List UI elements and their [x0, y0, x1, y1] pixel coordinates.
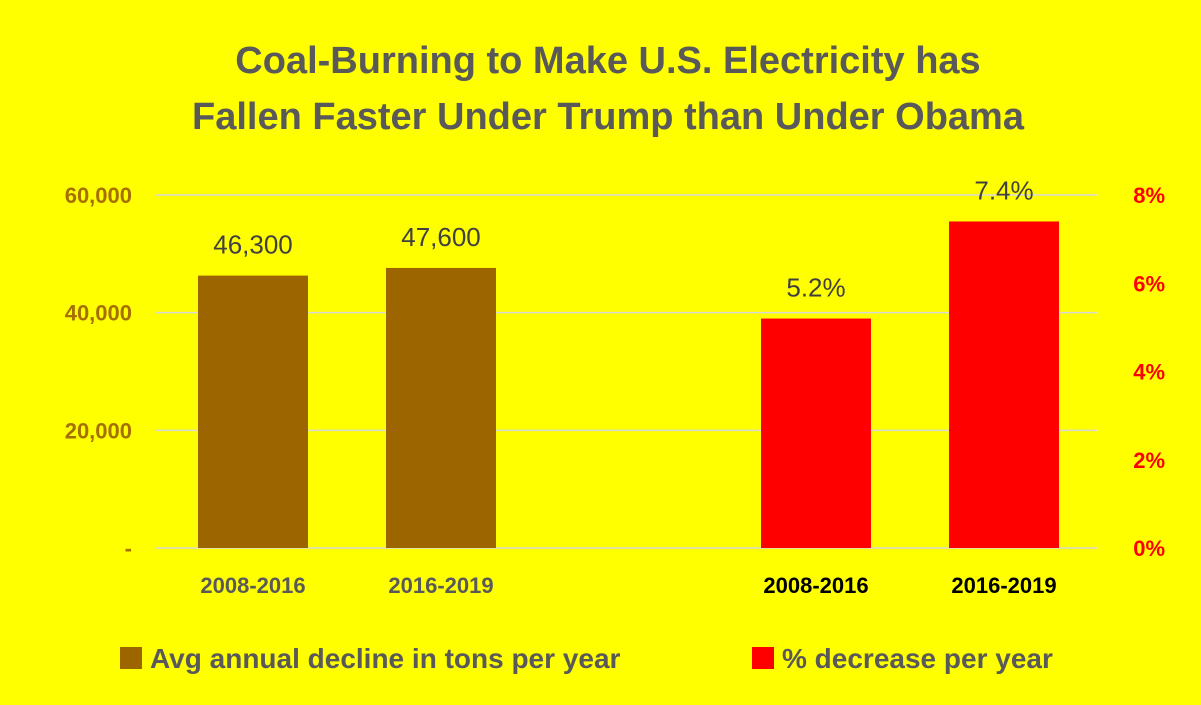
right-axis-tick-label: 0%	[1133, 536, 1165, 561]
data-label: 47,600	[401, 222, 481, 252]
data-label: 46,300	[213, 230, 293, 260]
data-label: 5.2%	[786, 273, 845, 303]
tons-bar-2016-2019	[386, 267, 496, 548]
category-label: 2008-2016	[200, 573, 305, 598]
legend-label: Avg annual decline in tons per year	[150, 643, 621, 674]
category-label: 2016-2019	[951, 573, 1056, 598]
legend-swatch-1	[752, 647, 774, 669]
right-axis-tick-label: 6%	[1133, 271, 1165, 296]
right-axis-tick-label: 4%	[1133, 360, 1165, 385]
left-axis-tick-label: 40,000	[65, 301, 132, 326]
pct-bar-2008-2016	[761, 318, 871, 548]
data-label: 7.4%	[974, 175, 1033, 205]
right-axis-tick-label: 2%	[1133, 448, 1165, 473]
category-label: 2016-2019	[388, 573, 493, 598]
category-label: 2008-2016	[763, 573, 868, 598]
legend-swatch-0	[120, 647, 142, 669]
chart-title-line-1: Coal-Burning to Make U.S. Electricity ha…	[235, 40, 980, 82]
chart-title-line-2: Fallen Faster Under Trump than Under Oba…	[192, 96, 1025, 138]
pct-bar-2016-2019	[949, 221, 1059, 548]
axes: - 20,000 40,000 60,000 0% 2% 4% 6% 8% 2008-2016 20…	[65, 183, 1165, 598]
left-axis-tick-label: 60,000	[65, 183, 132, 208]
legend: Avg annual decline in tons per year % dec…	[120, 643, 1053, 674]
right-axis-tick-label: 8%	[1133, 183, 1165, 208]
gridlines	[155, 194, 1097, 549]
bars: 46,300 47,600 5.2% 7.4%	[198, 175, 1059, 548]
left-axis-tick-label: -	[125, 536, 132, 561]
legend-label: % decrease per year	[782, 643, 1053, 674]
tons-bar-2008-2016	[198, 275, 308, 548]
left-axis-tick-label: 20,000	[65, 418, 132, 443]
